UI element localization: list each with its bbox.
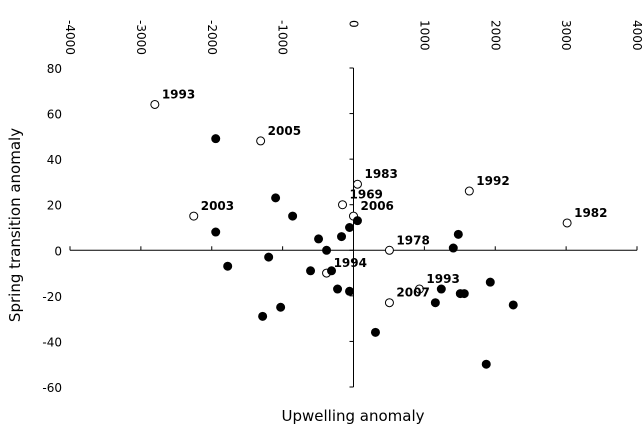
x-tick-label: -3000 [134,20,148,55]
point-label: 1993 [162,87,195,101]
y-tick-label: 0 [54,244,62,258]
point [508,300,518,310]
point [314,234,324,244]
point [258,311,268,321]
point-label: 1992 [476,174,509,188]
point [352,179,362,189]
point [211,227,221,237]
point [414,284,424,294]
x-tick-label: 4000 [630,20,644,51]
point [223,261,233,271]
x-tick-label: 2000 [488,20,502,51]
point [562,218,572,228]
point [306,266,316,276]
y-tick-label: 40 [47,153,62,167]
y-tick-label: -40 [42,335,62,349]
x-tick-label: 3000 [559,20,573,51]
point [481,359,491,369]
y-tick-label: -60 [42,381,62,395]
point [384,245,394,255]
point [211,134,221,144]
point [370,327,380,337]
point [459,289,469,299]
point [485,277,495,287]
point [189,211,199,221]
y-tick-label: -20 [42,290,62,304]
point-label: 2005 [268,124,301,138]
point [448,243,458,253]
point [430,298,440,308]
point-label: 1982 [574,206,607,220]
x-tick-label: -1000 [276,20,290,55]
point [345,286,355,296]
point [338,200,348,210]
x-axis-title: Upwelling anomaly [281,407,424,425]
point [256,136,266,146]
point-label: 1978 [396,233,429,247]
point-label: 2006 [361,199,394,213]
point-label: 2007 [396,286,429,300]
point [322,245,332,255]
y-tick-label: 80 [47,62,62,76]
y-axis-title: Spring transition anomaly [6,128,24,322]
point [352,216,362,226]
y-tick-label: 20 [47,199,62,213]
point-label: 1969 [350,188,383,202]
point [333,284,343,294]
point-label: 2003 [201,199,234,213]
point [288,211,298,221]
point [345,223,355,232]
x-tick-label: 0 [347,20,361,28]
point [453,229,463,239]
point [464,186,474,196]
point [264,252,274,262]
point [327,266,337,276]
x-tick-label: 1000 [417,20,431,51]
x-tick-label: -2000 [205,20,219,55]
point [271,193,281,203]
point [276,302,286,312]
x-tick-label: -4000 [63,20,77,55]
point [384,298,394,308]
point [150,99,160,109]
point-label: 1993 [426,272,459,286]
point [337,232,347,242]
point [436,284,446,294]
point-label: 1994 [334,256,367,270]
y-tick-label: 60 [47,108,62,122]
point-label: 1983 [364,167,397,181]
